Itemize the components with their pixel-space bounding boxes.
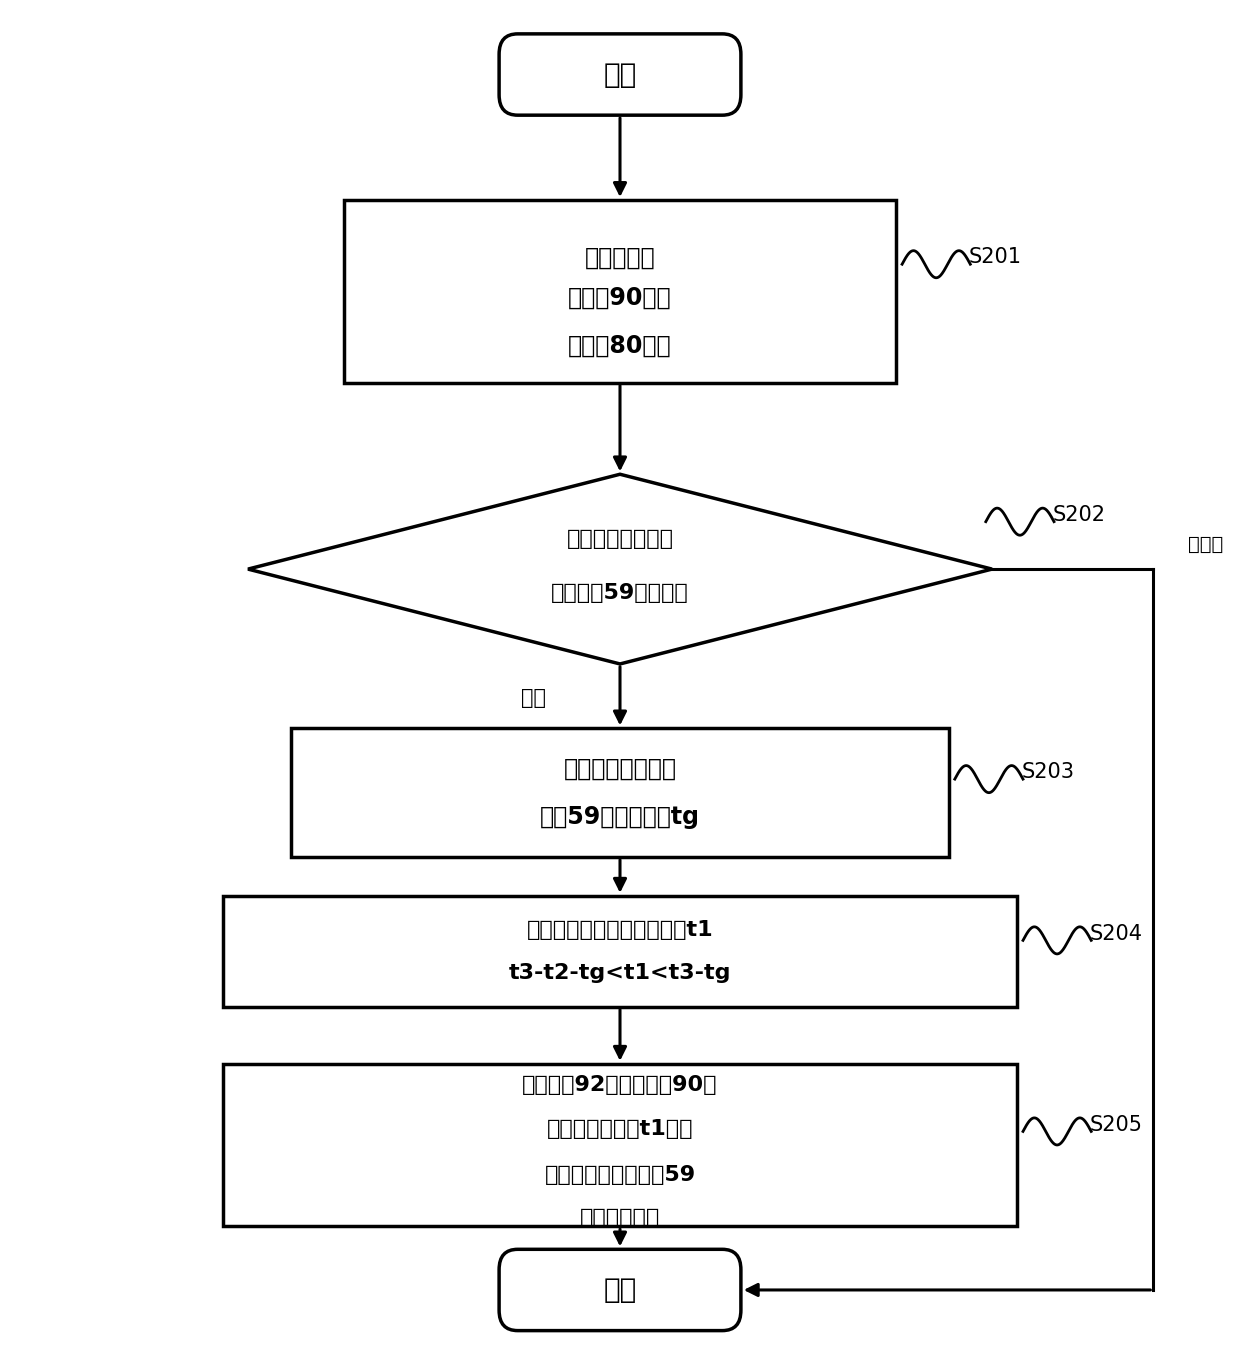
Text: 由下述条件式决定动作定时t1: 由下述条件式决定动作定时t1 <box>527 920 713 939</box>
Text: 识别结果：: 识别结果： <box>585 245 655 270</box>
Text: S201: S201 <box>968 248 1022 267</box>
Text: S202: S202 <box>1053 505 1105 524</box>
Text: 切换单元59进行动作: 切换单元59进行动作 <box>551 584 689 603</box>
Text: 单元59的切换速度tg: 单元59的切换速度tg <box>539 805 701 829</box>
Bar <box>223 1064 1017 1226</box>
Text: 不需要: 不需要 <box>1188 535 1223 554</box>
Text: 向输送方向切换单元59: 向输送方向切换单元59 <box>544 1165 696 1184</box>
Text: 需要: 需要 <box>521 688 546 707</box>
Bar <box>343 199 895 382</box>
Text: 算出输送方向切换: 算出输送方向切换 <box>563 756 677 780</box>
Text: S205: S205 <box>1090 1115 1142 1134</box>
Text: 由传感器92检测该纸币90，: 由传感器92检测该纸币90， <box>522 1076 718 1095</box>
Bar <box>291 729 949 858</box>
Polygon shape <box>248 474 992 664</box>
Text: 进行动作指示: 进行动作指示 <box>580 1209 660 1228</box>
FancyBboxPatch shape <box>498 1249 740 1331</box>
Bar <box>223 896 1017 1007</box>
Text: 结束: 结束 <box>604 1276 636 1304</box>
Text: 是否需要输送方向: 是否需要输送方向 <box>567 530 673 549</box>
Text: S203: S203 <box>1022 763 1074 782</box>
Text: S204: S204 <box>1090 924 1142 943</box>
FancyBboxPatch shape <box>498 34 740 115</box>
Text: 开始: 开始 <box>604 61 636 88</box>
Text: t3-t2-tg<t1<t3-tg: t3-t2-tg<t1<t3-tg <box>508 963 732 982</box>
Text: 在经过动作定时t1后，: 在经过动作定时t1后， <box>547 1119 693 1138</box>
Text: 送方向80输送: 送方向80输送 <box>568 333 672 358</box>
Text: 该纸币90向输: 该纸币90向输 <box>568 286 672 310</box>
